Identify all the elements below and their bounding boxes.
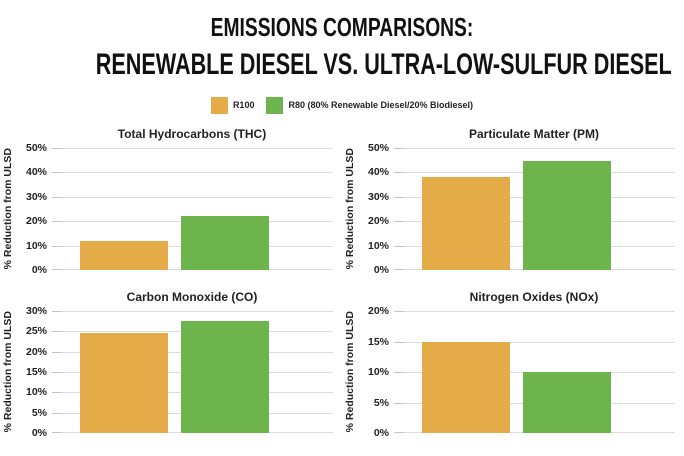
gridline	[52, 172, 333, 174]
bars	[52, 148, 333, 270]
gridline	[52, 148, 333, 149]
legend-item-r100: R100	[210, 96, 255, 114]
page-title-line-1: EMISSIONS COMPARISONS:	[210, 12, 474, 42]
y-tick-label: 20%	[25, 345, 47, 358]
y-tick-label: 50%	[25, 142, 47, 154]
chart-body: % Reduction from ULSD 50% 40% 30% 20% 10% 0%	[342, 142, 684, 276]
y-tick-labels: 30% 25% 20% 15% 10% 5% 0%	[16, 305, 52, 439]
chart-body: % Reduction from ULSD 50% 40% 30% 20% 10% 0%	[0, 142, 342, 276]
gridline	[52, 311, 333, 312]
y-tick-label: 40%	[25, 166, 47, 179]
gridline	[394, 341, 675, 343]
y-tick-label: 40%	[367, 166, 389, 179]
plot-area	[394, 148, 675, 270]
y-tick-label: 10%	[25, 239, 47, 252]
chart-body: % Reduction from ULSD 20% 15% 10% 5% 0%	[342, 305, 684, 439]
y-tick-label: 0%	[31, 427, 47, 439]
y-tick-label: 30%	[25, 305, 47, 317]
y-tick-label: 20%	[367, 215, 389, 228]
legend-swatch-r100	[210, 96, 228, 114]
y-axis-label-wrap: % Reduction from ULSD	[342, 148, 358, 270]
bars	[52, 311, 333, 433]
y-tick-labels: 50% 40% 30% 20% 10% 0%	[16, 142, 52, 276]
chart-body: % Reduction from ULSD 30% 25% 20% 15% 10% 5% 0…	[0, 305, 342, 439]
chart-particulate-matter-pm: Particulate Matter (PM) % Reduction from…	[342, 127, 684, 276]
bars	[394, 311, 675, 433]
y-axis-label-wrap: % Reduction from ULSD	[0, 148, 16, 270]
y-tick-labels: 50% 40% 30% 20% 10% 0%	[358, 142, 394, 276]
chart-title: Carbon Monoxide (CO)	[126, 290, 258, 304]
y-axis-label: % Reduction from ULSD	[344, 148, 356, 270]
plot-area	[52, 311, 333, 433]
y-tick-label: 30%	[25, 190, 47, 203]
gridline	[52, 196, 333, 198]
y-tick-label: 15%	[25, 366, 47, 378]
y-axis-label-wrap: % Reduction from ULSD	[0, 311, 16, 433]
chart-title: Nitrogen Oxides (NOx)	[469, 290, 599, 304]
bar-r80	[523, 161, 611, 270]
charts-grid: Total Hydrocarbons (THC) % Reduction fro…	[0, 127, 684, 439]
bar-r80	[181, 321, 269, 433]
y-axis-label: % Reduction from ULSD	[2, 148, 14, 270]
plot-area	[52, 148, 333, 270]
bar-r100	[80, 240, 168, 270]
y-tick-label: 15%	[367, 335, 389, 348]
page-title-line-2: RENEWABLE DIESEL VS. ULTRA-LOW-SULFUR DI…	[95, 48, 672, 81]
y-tick-label: 25%	[25, 325, 47, 338]
y-axis-label-wrap: % Reduction from ULSD	[342, 311, 358, 433]
bar-r100	[422, 177, 510, 270]
page-title: EMISSIONS COMPARISONS: RENEWABLE DIESEL …	[0, 0, 684, 84]
y-tick-label: 5%	[373, 396, 389, 409]
y-tick-label: 20%	[367, 305, 389, 317]
y-tick-label: 0%	[373, 427, 389, 439]
y-tick-label: 0%	[373, 264, 389, 276]
bar-r80	[181, 216, 269, 270]
y-tick-label: 10%	[367, 239, 389, 252]
chart-title: Total Hydrocarbons (THC)	[117, 127, 267, 141]
bar-r100	[422, 341, 510, 433]
legend-label: R100	[232, 100, 255, 110]
chart-total-hydrocarbons-thc: Total Hydrocarbons (THC) % Reduction fro…	[0, 127, 342, 276]
bar-r80	[523, 372, 611, 433]
chart-title: Particulate Matter (PM)	[468, 127, 600, 141]
legend-item-r80: R80 (80% Renewable Diesel/20% Biodiesel)	[266, 96, 474, 114]
plot-area	[394, 311, 675, 433]
legend-label: R80 (80% Renewable Diesel/20% Biodiesel)	[288, 100, 474, 110]
bar-r100	[80, 333, 168, 433]
bars	[394, 148, 675, 270]
legend-swatch-r80	[266, 96, 284, 114]
chart-carbon-monoxide-co: Carbon Monoxide (CO) % Reduction from UL…	[0, 290, 342, 439]
y-tick-label: 10%	[367, 366, 389, 378]
y-axis-label: % Reduction from ULSD	[344, 311, 356, 433]
legend: R100 R80 (80% Renewable Diesel/20% Biodie…	[0, 96, 684, 114]
y-axis-label: % Reduction from ULSD	[2, 311, 14, 433]
gridline	[394, 148, 675, 149]
y-tick-label: 30%	[367, 190, 389, 203]
y-tick-label: 50%	[367, 142, 389, 154]
y-tick-label: 5%	[31, 406, 47, 419]
gridline	[394, 311, 675, 312]
y-tick-labels: 20% 15% 10% 5% 0%	[358, 305, 394, 439]
y-tick-label: 20%	[25, 215, 47, 228]
y-tick-label: 0%	[31, 264, 47, 276]
chart-nitrogen-oxides-nox: Nitrogen Oxides (NOx) % Reduction from U…	[342, 290, 684, 439]
y-tick-label: 10%	[25, 386, 47, 399]
